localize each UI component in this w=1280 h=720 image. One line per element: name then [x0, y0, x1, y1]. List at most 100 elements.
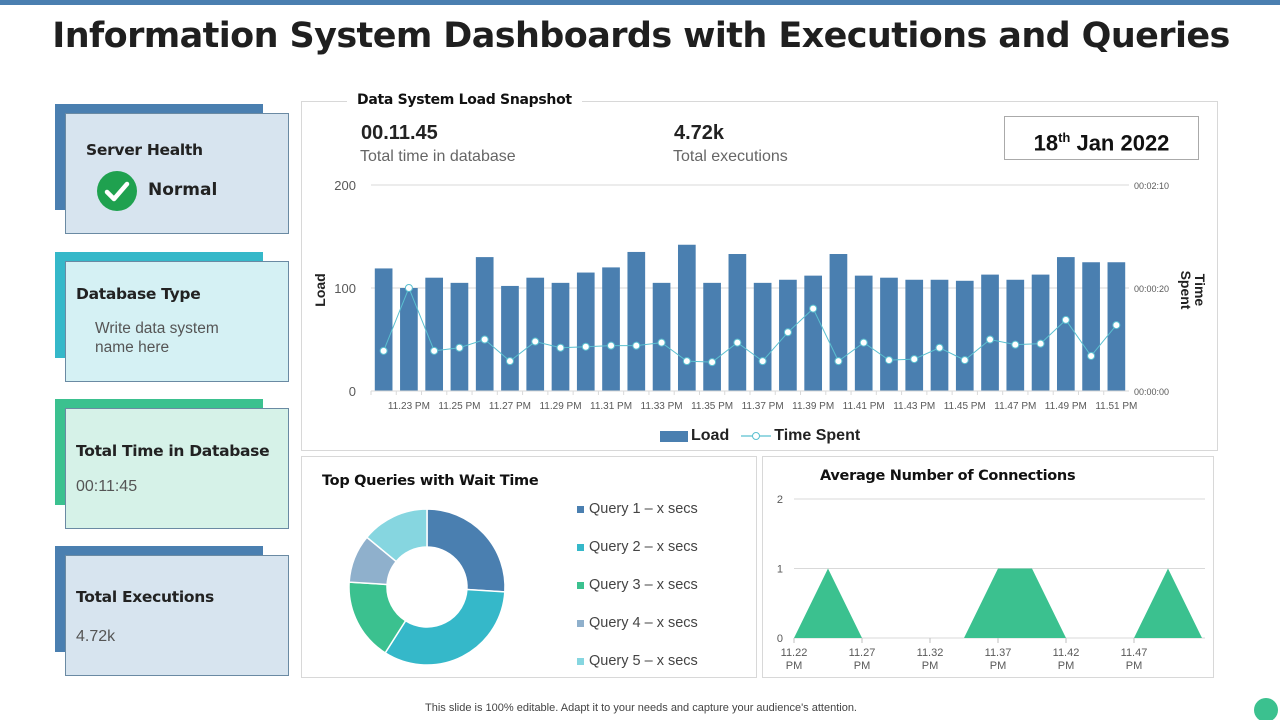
time-spent-point	[960, 356, 969, 365]
time-spent-point	[379, 346, 388, 355]
load-bar	[1031, 274, 1050, 391]
database-type-card: Database Type Write data system name her…	[55, 252, 291, 382]
time-spent-point	[758, 357, 767, 366]
load-bar	[728, 254, 747, 391]
load-bar	[526, 277, 545, 391]
y2-axis-title: Time	[1192, 274, 1208, 307]
load-bar	[677, 244, 696, 391]
x-tick-label-suffix: PM	[1058, 660, 1075, 672]
y-tick-label: 100	[334, 281, 356, 296]
time-spent-point	[480, 335, 489, 344]
legend-item-query-4: Query 4 – x secs	[577, 604, 698, 642]
load-bar	[1056, 257, 1075, 391]
legend-time-spent-label: Time Spent	[774, 427, 861, 444]
load-chart-legend: Load Time Spent	[660, 427, 860, 445]
load-bar	[602, 267, 620, 391]
x-tick-label-suffix: PM	[990, 660, 1007, 672]
connections-panel: Average Number of Connections 0 1 2 11.22 PM…	[762, 456, 1214, 678]
date-rest: Jan 2022	[1070, 130, 1170, 156]
load-bar	[576, 272, 595, 391]
connections-area-chart: 01211.22PM11.27PM11.32PM11.37PM11.42PM11…	[777, 494, 1205, 672]
legend-label: Query 5 – x secs	[589, 653, 698, 669]
time-spent-point	[1061, 315, 1070, 324]
database-type-value-line2: name here	[95, 339, 170, 356]
load-bar	[1006, 279, 1025, 391]
load-chart: 0 00:00:00 100 00:00:20 200 00:02:10 Load TimeS…	[312, 178, 1208, 412]
x-tick-label: 11.37	[985, 647, 1012, 659]
time-spent-point	[682, 357, 691, 366]
total-executions-card: Total Executions 4.72k	[55, 546, 291, 676]
time-spent-point	[657, 338, 666, 347]
kpi-executions-value: 4.72k	[674, 122, 725, 144]
load-bar	[475, 257, 494, 391]
queries-legend: Query 1 – x secs Query 2 – x secs Query …	[577, 490, 698, 680]
load-bar	[1082, 262, 1100, 391]
y2-tick-label: 00:02:10	[1134, 181, 1169, 191]
time-spent-point	[404, 284, 413, 292]
time-spent-point	[531, 337, 540, 346]
time-spent-point	[430, 346, 439, 355]
total-time-value: 00:11:45	[76, 478, 138, 495]
top-queries-title: Top Queries with Wait Time	[322, 473, 539, 489]
y-tick-label: 1	[777, 564, 783, 576]
time-spent-point	[581, 342, 590, 351]
x-tick-label: 11.27 PM	[489, 401, 531, 412]
x-tick-label: 11.42	[1053, 647, 1080, 659]
load-bar	[753, 282, 772, 391]
legend-swatch	[577, 581, 584, 589]
card-body: Server Health Normal	[65, 113, 289, 234]
kpi-executions-label: Total executions	[673, 148, 788, 165]
legend-swatch	[577, 505, 584, 513]
x-tick-label: 11.25 PM	[438, 401, 480, 412]
kpi-time-label: Total time in database	[360, 148, 516, 165]
connections-area	[794, 568, 1202, 638]
legend-item-query-2: Query 2 – x secs	[577, 528, 698, 566]
y-tick-label: 0	[349, 384, 356, 399]
server-status-text: Normal	[148, 180, 218, 200]
legend-item-query-1: Query 1 – x secs	[577, 490, 698, 528]
queries-donut-chart	[348, 508, 506, 666]
time-spent-point	[935, 343, 944, 352]
y-tick-label: 2	[777, 494, 783, 506]
y2-axis-title: Spent	[1178, 271, 1194, 310]
time-spent-point	[708, 358, 717, 367]
load-snapshot-panel: Data System Load Snapshot 00.11.45 Total…	[301, 92, 1218, 451]
x-tick-label: 11.51 PM	[1095, 401, 1137, 412]
total-executions-title: Total Executions	[76, 588, 214, 606]
x-tick-label: 11.33 PM	[641, 401, 683, 412]
card-body: Database Type Write data system name her…	[65, 261, 289, 382]
time-spent-point	[733, 338, 742, 347]
load-bar	[450, 282, 469, 391]
top-queries-panel: Top Queries with Wait Time Query 1 – x s…	[301, 456, 757, 678]
x-tick-label: 11.41 PM	[843, 401, 885, 412]
load-bar	[804, 275, 823, 391]
load-bar	[829, 254, 848, 391]
load-snapshot-title: Data System Load Snapshot	[347, 92, 582, 108]
load-bar	[501, 285, 519, 391]
date-badge: 18th Jan 2022	[1004, 116, 1199, 160]
x-tick-label: 11.49 PM	[1045, 401, 1087, 412]
load-bar	[425, 277, 444, 391]
x-tick-label-suffix: PM	[1126, 660, 1143, 672]
time-spent-point	[1087, 351, 1096, 360]
x-tick-label: 11.43 PM	[893, 401, 935, 412]
load-bar	[652, 282, 671, 391]
check-circle-icon	[97, 171, 137, 211]
x-tick-label: 11.35 PM	[691, 401, 733, 412]
time-spent-point	[505, 357, 514, 366]
x-tick-label-suffix: PM	[922, 660, 939, 672]
x-tick-label: 11.47	[1121, 647, 1148, 659]
load-bar	[955, 280, 974, 391]
x-tick-label-suffix: PM	[786, 660, 803, 672]
time-spent-point	[455, 343, 464, 352]
date-day: 18	[1033, 130, 1059, 156]
x-tick-label: 11.29 PM	[539, 401, 581, 412]
donut-slice-query-5	[365, 508, 428, 563]
database-type-value-line1: Write data system	[95, 320, 219, 337]
legend-label: Query 2 – x secs	[589, 539, 698, 555]
x-tick-label-suffix: PM	[854, 660, 871, 672]
total-time-title: Total Time in Database	[76, 442, 270, 460]
footer-note: This slide is 100% editable. Adapt it to…	[425, 702, 857, 714]
y-tick-label: 0	[777, 633, 783, 645]
donut-slice-query-1	[426, 508, 506, 593]
